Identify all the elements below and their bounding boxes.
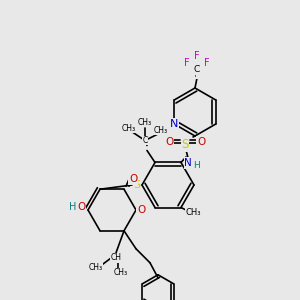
Text: F: F <box>194 69 200 79</box>
Text: N: N <box>170 119 178 129</box>
Text: CH₃: CH₃ <box>138 118 152 127</box>
Text: C: C <box>194 65 200 74</box>
Text: H: H <box>194 160 200 169</box>
Text: O: O <box>137 205 145 215</box>
Text: F: F <box>184 58 190 68</box>
Text: O: O <box>197 137 205 147</box>
Text: S: S <box>134 180 141 190</box>
Text: CH₃: CH₃ <box>154 126 168 135</box>
Text: CH₃: CH₃ <box>89 263 103 272</box>
Text: CH₃: CH₃ <box>114 268 128 277</box>
Text: N: N <box>184 158 192 168</box>
Text: O: O <box>77 202 85 212</box>
Text: S: S <box>181 139 189 152</box>
Text: CH: CH <box>110 253 122 262</box>
Text: O: O <box>129 174 137 184</box>
Text: CH₃: CH₃ <box>185 208 201 217</box>
Text: H: H <box>69 202 77 212</box>
Text: C: C <box>142 136 148 145</box>
Text: CH₃: CH₃ <box>122 124 136 133</box>
Text: F: F <box>194 51 200 61</box>
Text: F: F <box>204 58 210 68</box>
Text: O: O <box>165 137 173 147</box>
